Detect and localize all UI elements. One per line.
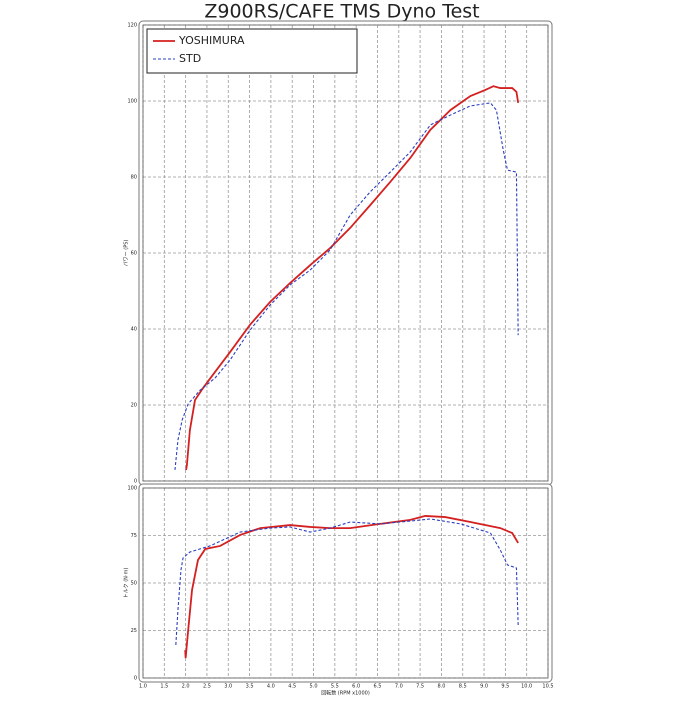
y-tick-label: 75 — [131, 533, 137, 539]
series-line — [185, 85, 520, 471]
y-tick-label: 80 — [131, 175, 137, 181]
y-tick-label: 0 — [134, 676, 137, 682]
x-tick-label: 4.5 — [288, 684, 296, 690]
x-tick-label: 2.0 — [182, 684, 190, 690]
x-tick-label: 4.0 — [267, 684, 275, 690]
y-tick-label: 120 — [127, 23, 137, 29]
x-tick-label: 1.0 — [139, 684, 147, 690]
x-tick-label: 8.0 — [437, 684, 445, 690]
legend-box — [146, 28, 358, 74]
legend-label: STD — [179, 52, 201, 65]
y-tick-label: 20 — [131, 403, 137, 409]
x-tick-label: 3.5 — [246, 684, 254, 690]
y-axis-title: パワー (PS) — [124, 240, 130, 267]
legend-label: YOSHIMURA — [178, 34, 245, 47]
y-tick-label: 100 — [127, 99, 137, 105]
x-tick-label: 6.0 — [352, 684, 360, 690]
x-tick-label: 3.0 — [224, 684, 232, 690]
y-tick-label: 60 — [131, 251, 137, 257]
x-tick-label: 5.5 — [331, 684, 339, 690]
y-tick-label: 25 — [131, 628, 137, 634]
x-axis-title: 回転数 (RPM x1000) — [321, 690, 370, 697]
y-tick-label: 0 — [134, 479, 137, 485]
x-tick-label: 9.5 — [501, 684, 509, 690]
series-line — [175, 518, 519, 645]
x-tick-label: 8.5 — [459, 684, 467, 690]
x-tick-label: 9.0 — [480, 684, 488, 690]
x-tick-label: 5.0 — [310, 684, 318, 690]
plot-border — [142, 24, 549, 482]
x-tick-label: 6.5 — [373, 684, 381, 690]
x-tick-label: 1.5 — [160, 684, 168, 690]
y-axis-title: トルク (N·m) — [124, 568, 130, 599]
x-tick-label: 7.5 — [416, 684, 424, 690]
x-tick-label: 2.5 — [203, 684, 211, 690]
y-tick-label: 40 — [131, 327, 137, 333]
series-line — [184, 515, 519, 659]
x-tick-label: 10.0 — [521, 684, 532, 690]
x-tick-label: 10.5 — [542, 684, 553, 690]
series-line — [174, 102, 519, 471]
plot-border — [142, 487, 549, 679]
y-tick-label: 100 — [127, 486, 137, 492]
x-tick-label: 7.0 — [395, 684, 403, 690]
chart-title: Z900RS/CAFE TMS Dyno Test — [204, 1, 479, 23]
y-tick-label: 50 — [131, 581, 137, 587]
